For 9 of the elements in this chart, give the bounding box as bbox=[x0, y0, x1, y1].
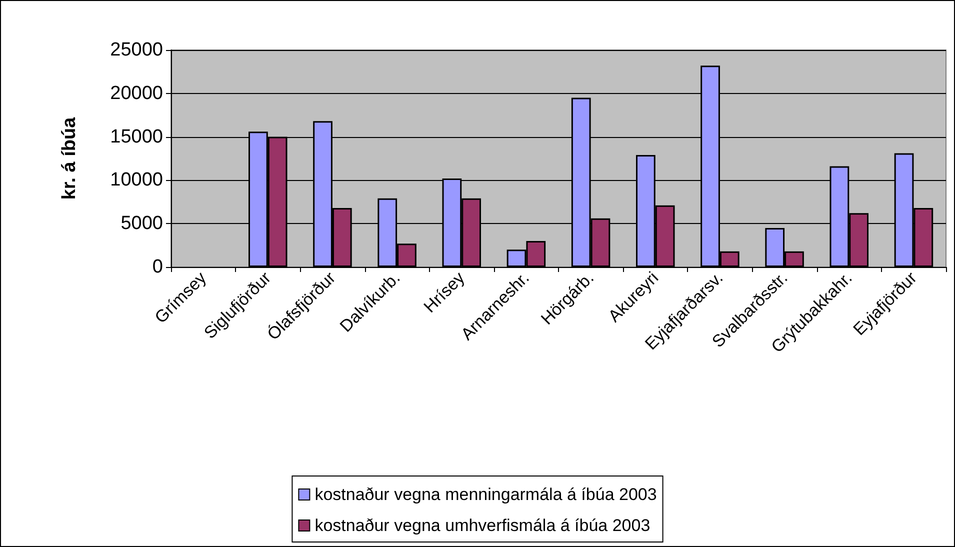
y-axis-title: kr. á íbúa bbox=[59, 116, 80, 200]
y-tick-label: 20000 bbox=[110, 82, 163, 104]
y-tick-label: 15000 bbox=[110, 126, 163, 148]
legend-label: kostnaður vegna umhverfismála á íbúa 2003 bbox=[314, 516, 650, 535]
y-tick-label: 10000 bbox=[110, 170, 163, 191]
y-tick-label: 0 bbox=[152, 256, 163, 278]
y-tick-label: 25000 bbox=[110, 40, 163, 60]
legend-label: kostnaður vegna menningarmála á íbúa 2003 bbox=[314, 485, 657, 504]
y-tick-label: 5000 bbox=[120, 213, 163, 234]
